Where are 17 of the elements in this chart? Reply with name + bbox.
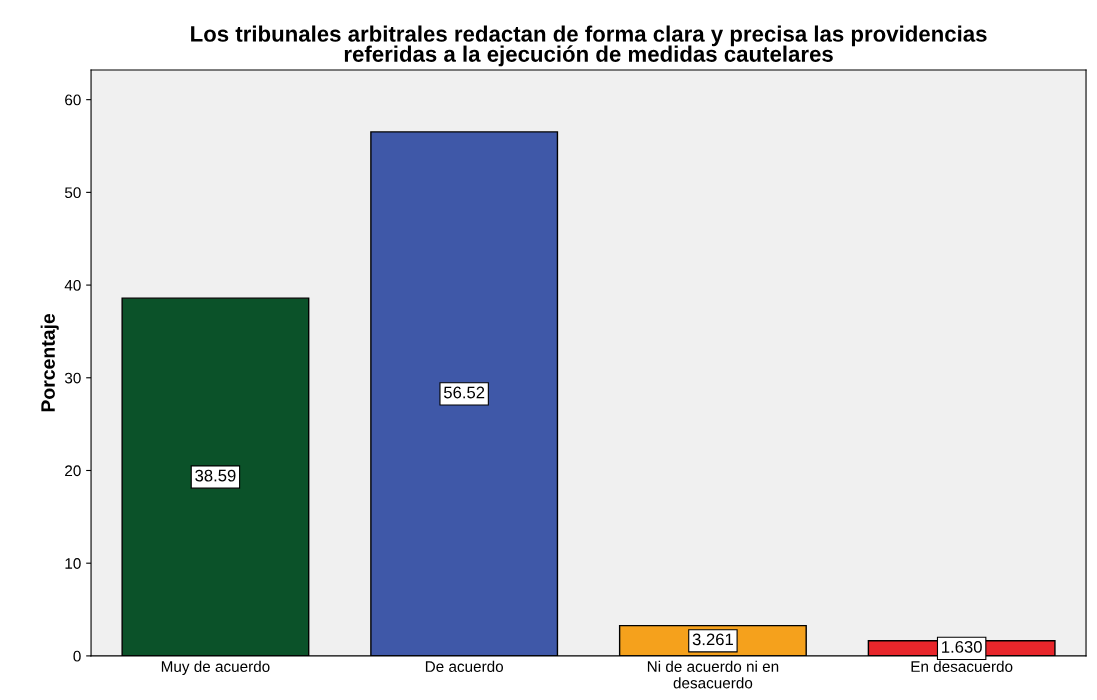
y-tick-label: 10 [65,558,81,569]
x-tick-label: De acuerdo [425,660,504,672]
y-tick-label: 20 [65,465,81,477]
data-label: 56.52 [443,386,485,399]
data-label: 1.630 [942,641,982,653]
y-tick-label: 40 [64,279,81,291]
y-tick-label: 0 [73,650,81,662]
y-tick-label: 60 [65,94,81,106]
chart-title: Los tribunales arbitrales redactan de forma clara y precisa las providencias referidas a la ejecución de medidas cautelares [191,25,987,67]
data-label: 3.261 [692,633,733,646]
y-tick-label: 30 [64,372,81,384]
y-tick-label: 50 [64,187,81,199]
x-tick-label: Muy de acuerdo [161,660,270,675]
x-tick-label: Ni de acuerdo ni en desacuerdo [647,660,779,689]
y-axis-title: Porcentaje [40,313,59,412]
x-tick-label: En desacuerdo [911,660,1013,672]
data-label: 38.59 [195,469,236,482]
